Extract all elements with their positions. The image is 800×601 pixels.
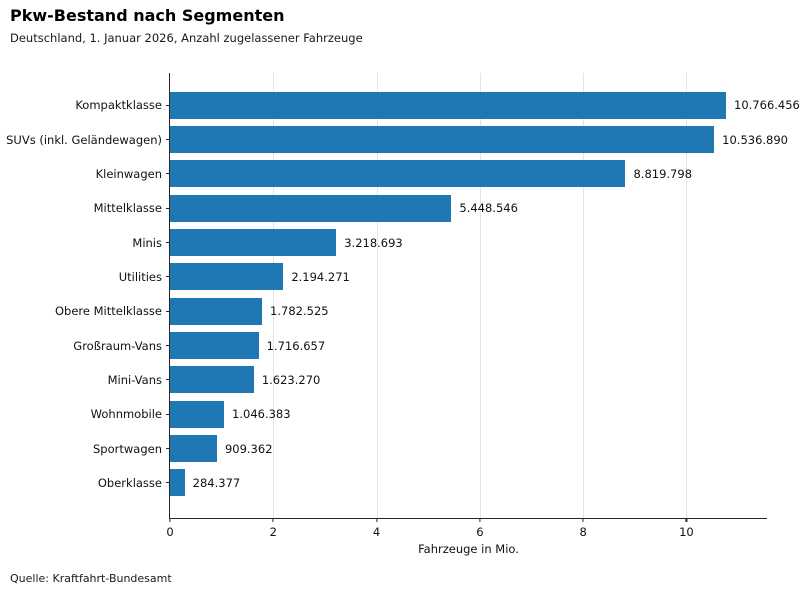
x-tick-mark-4 bbox=[375, 518, 378, 522]
y-axis-label: Wohnmobile bbox=[90, 407, 162, 422]
x-tick-label-0: 0 bbox=[166, 525, 174, 539]
y-tick-mark bbox=[166, 104, 170, 106]
y-axis-label: Sportwagen bbox=[93, 441, 162, 456]
y-axis-label: Mini-Vans bbox=[107, 372, 162, 387]
bar-value-label: 5.448.546 bbox=[459, 201, 518, 216]
y-tick-mark bbox=[166, 482, 170, 484]
bar-kompaktklasse bbox=[170, 91, 727, 119]
y-axis-label: Minis bbox=[132, 235, 162, 250]
x-tick-label-4: 4 bbox=[372, 525, 381, 539]
bar-value-label: 8.819.798 bbox=[633, 166, 693, 181]
y-tick-mark bbox=[166, 447, 170, 450]
bar-oberklasse bbox=[170, 469, 185, 497]
gridline-x-10 bbox=[686, 73, 688, 518]
gridline-x-4 bbox=[376, 73, 378, 518]
y-axis-label: Mittelklasse bbox=[93, 201, 162, 216]
bar-value-label: 1.782.525 bbox=[270, 304, 329, 319]
bar-suvs-inkl-gel-ndewagen- bbox=[170, 126, 715, 153]
y-axis-label: Kleinwagen bbox=[95, 166, 162, 181]
y-tick-mark bbox=[166, 379, 170, 381]
bar-value-label: 1.623.270 bbox=[261, 372, 321, 387]
bar-kleinwagen bbox=[170, 160, 626, 188]
y-tick-mark bbox=[166, 276, 170, 278]
bar-value-label: 1.716.657 bbox=[266, 338, 326, 353]
x-tick-label-10: 10 bbox=[679, 525, 694, 539]
y-tick-mark bbox=[166, 241, 170, 244]
gridline-x-6 bbox=[479, 73, 481, 518]
chart-subtitle: Deutschland, 1. Januar 2026, Anzahl zuge… bbox=[10, 31, 363, 45]
y-axis-label: Kompaktklasse bbox=[75, 98, 162, 113]
bar-mittelklasse bbox=[170, 194, 452, 222]
y-tick-mark bbox=[166, 344, 170, 347]
bar-value-label: 909.362 bbox=[224, 441, 273, 456]
x-tick-mark-0 bbox=[169, 518, 171, 522]
y-tick-mark bbox=[166, 207, 170, 209]
y-axis-label: SUVs (inkl. Geländewagen) bbox=[6, 132, 162, 147]
gridline-x-2 bbox=[273, 73, 275, 518]
bar-value-label: 10.536.890 bbox=[722, 132, 789, 147]
y-axis-label: Utilities bbox=[118, 269, 162, 284]
y-axis-label: Großraum-Vans bbox=[73, 338, 162, 353]
x-axis-title: Fahrzeuge in Mio. bbox=[418, 542, 519, 556]
x-tick-mark-10 bbox=[685, 518, 688, 522]
plot-area: Fahrzeuge in Mio. 0 2 4 6 8 10 Kompaktklasse 10… bbox=[6, 73, 800, 556]
x-tick-label-8: 8 bbox=[579, 525, 587, 539]
y-tick-mark bbox=[166, 173, 170, 175]
x-tick-label-2: 2 bbox=[269, 525, 277, 539]
bar-value-label: 1.046.383 bbox=[232, 407, 291, 422]
bar-minis bbox=[170, 229, 337, 256]
x-tick-label-6: 6 bbox=[476, 525, 484, 539]
bar-value-label: 3.218.693 bbox=[344, 235, 403, 250]
y-axis-label: Oberklasse bbox=[97, 475, 162, 490]
bar-obere-mittelklasse bbox=[170, 297, 263, 325]
bar-mini-vans bbox=[170, 366, 254, 394]
bar-sportwagen bbox=[170, 435, 217, 462]
bar-value-label: 2.194.271 bbox=[291, 269, 350, 284]
bar-utilities bbox=[170, 263, 284, 291]
chart-title: Pkw-Bestand nach Segmenten bbox=[10, 6, 285, 25]
source-note: Quelle: Kraftfahrt-Bundesamt bbox=[10, 572, 172, 585]
bar-gro-raum-vans bbox=[170, 332, 259, 359]
bar-value-label: 10.766.456 bbox=[734, 98, 800, 113]
y-tick-mark bbox=[166, 413, 170, 415]
x-tick-mark-8 bbox=[582, 518, 584, 522]
y-tick-mark bbox=[166, 310, 170, 312]
y-tick-mark bbox=[166, 138, 170, 141]
bar-value-label: 284.377 bbox=[192, 475, 241, 490]
x-tick-mark-6 bbox=[479, 518, 481, 522]
y-axis-label: Obere Mittelklasse bbox=[55, 304, 162, 319]
bar-wohnmobile bbox=[170, 400, 225, 428]
gridline-x-8 bbox=[583, 73, 585, 518]
x-tick-mark-2 bbox=[272, 518, 274, 522]
